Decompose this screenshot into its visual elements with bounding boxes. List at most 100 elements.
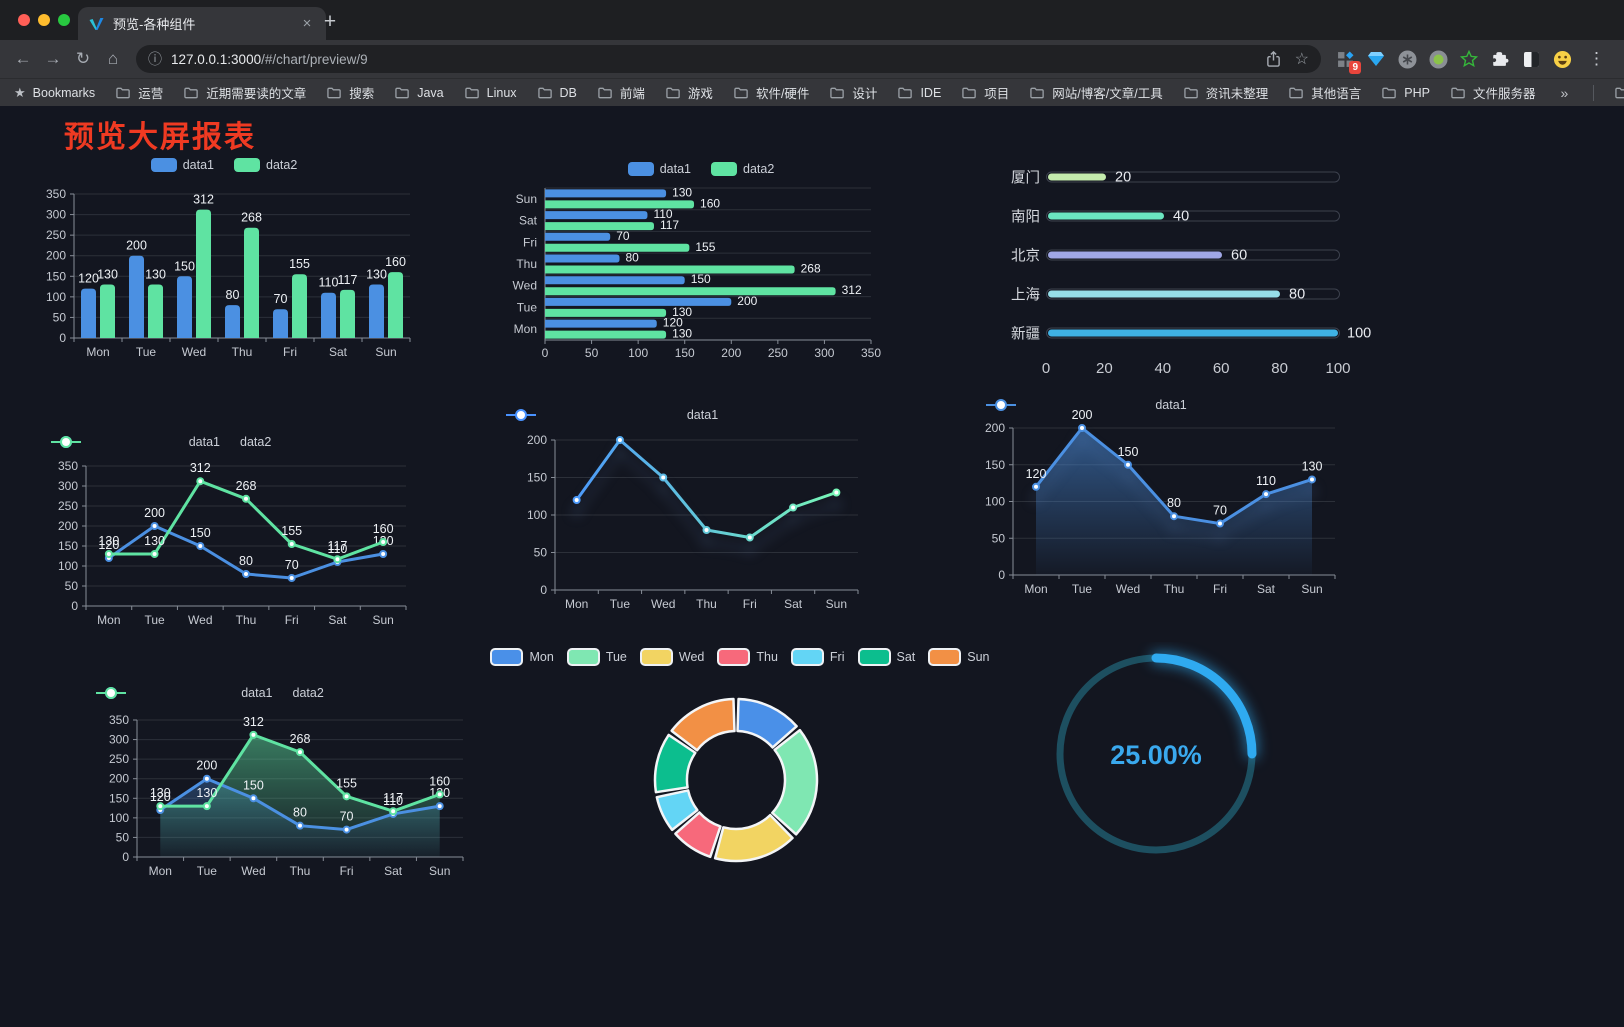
chart-gauge[interactable]: 25.00% bbox=[1040, 642, 1280, 877]
window-zoom-button[interactable] bbox=[58, 14, 70, 26]
puzzle-extensions-icon[interactable] bbox=[1490, 49, 1510, 69]
chart-canvas: 0 50 100 150 200 Mon Tue Wed Thu Fri Sat Sun 120 200 1… bbox=[985, 408, 1336, 596]
record-extension-icon[interactable] bbox=[1428, 49, 1448, 69]
bookmark-item[interactable]: 搜索 bbox=[327, 83, 374, 102]
bookmark-item[interactable]: Java bbox=[395, 86, 444, 100]
legend-item-data2[interactable]: data2 bbox=[234, 158, 297, 172]
legend-item-data2[interactable]: data2 bbox=[51, 435, 271, 449]
bookmark-item[interactable]: 软件/硬件 bbox=[734, 83, 809, 102]
legend-item-data1[interactable]: data1 bbox=[627, 162, 691, 176]
progress-axis: 0 20 40 60 80 100 bbox=[1042, 360, 1351, 380]
progress-track: 20 bbox=[1046, 169, 1340, 185]
legend-item-Mon[interactable]: Mon bbox=[490, 648, 554, 666]
svg-text:312: 312 bbox=[190, 461, 211, 475]
progress-label: 北京 bbox=[1011, 248, 1040, 265]
bookmark-item[interactable]: DB bbox=[537, 86, 577, 100]
axis-tick-label: 80 bbox=[1271, 360, 1288, 377]
other-bookmarks[interactable]: 其他书签 bbox=[1615, 83, 1624, 102]
share-icon[interactable] bbox=[1266, 50, 1281, 68]
chart-bar-horizontal[interactable]: 0 50 100 150 200 250 300 350 Sun 130 160 Sat 110 117 F… bbox=[505, 154, 897, 366]
browser-menu-icon[interactable]: ⋮ bbox=[1588, 49, 1605, 68]
chart-line-area-double[interactable]: 0 50 100 150 200 250 300 350 Mon Tue Wed Thu Fri Sat S… bbox=[95, 682, 470, 890]
legend-item-Tue[interactable]: Tue bbox=[566, 648, 627, 666]
bookmark-label: 运营 bbox=[138, 87, 164, 101]
legend-item-data1[interactable]: data1 bbox=[96, 686, 273, 700]
legend-swatch-icon bbox=[717, 648, 751, 666]
legend-item-data2[interactable]: data2 bbox=[711, 162, 774, 176]
legend-item-Thu[interactable]: Thu bbox=[717, 648, 778, 666]
forward-button[interactable]: → bbox=[44, 49, 62, 68]
window-minimize-button[interactable] bbox=[38, 14, 50, 26]
new-tab-button[interactable]: + bbox=[323, 10, 337, 33]
bookmark-star-icon[interactable]: ☆ bbox=[1294, 51, 1309, 68]
bookmark-item[interactable]: 运营 bbox=[116, 83, 163, 102]
green-star-extension-icon[interactable] bbox=[1459, 49, 1479, 69]
bookmark-item[interactable]: ★ Bookmarks bbox=[14, 85, 95, 101]
svg-text:Sun: Sun bbox=[372, 613, 393, 627]
bookmark-item[interactable]: 近期需要读的文章 bbox=[184, 83, 306, 102]
legend-label: data1 bbox=[1155, 398, 1187, 412]
site-info-icon[interactable]: ⓘ bbox=[148, 51, 162, 67]
dark-mode-extension-icon[interactable] bbox=[1521, 49, 1541, 69]
legend-item-data2[interactable]: data2 bbox=[96, 686, 324, 700]
legend-label: Tue bbox=[605, 650, 627, 664]
legend-label: Mon bbox=[529, 650, 554, 664]
bookmark-item[interactable]: PHP bbox=[1382, 86, 1430, 100]
svg-text:50: 50 bbox=[585, 346, 599, 360]
bookmarks-bar: ★ Bookmarks 运营 近期需要读的文章 搜索 Java Linux DB 前端 游戏 软件/… bbox=[0, 78, 1624, 106]
legend-item-Wed[interactable]: Wed bbox=[639, 648, 704, 666]
gem-extension-icon[interactable] bbox=[1366, 49, 1386, 69]
tab-close-icon[interactable]: × bbox=[302, 15, 312, 32]
folder-icon bbox=[327, 87, 341, 98]
legend-item-data1[interactable]: data1 bbox=[150, 158, 214, 172]
legend-item-Sun[interactable]: Sun bbox=[928, 648, 990, 666]
bookmark-item[interactable]: Linux bbox=[464, 86, 517, 100]
svg-text:100: 100 bbox=[628, 346, 648, 360]
legend-item-Sat[interactable]: Sat bbox=[857, 648, 915, 666]
svg-text:250: 250 bbox=[768, 346, 788, 360]
svg-text:Sun: Sun bbox=[429, 864, 450, 878]
svg-text:0: 0 bbox=[542, 346, 549, 360]
chart-donut[interactable]: Mon Tue Wed Thu Fri Sat Sun bbox=[490, 640, 990, 880]
svg-text:130: 130 bbox=[672, 185, 692, 199]
svg-text:268: 268 bbox=[236, 479, 257, 493]
bookmark-item[interactable]: 前端 bbox=[598, 83, 645, 102]
chart-line-basic[interactable]: 0 50 100 150 200 250 300 350 Mon Tue Wed Thu Fri Sat S… bbox=[50, 430, 410, 638]
svg-text:200: 200 bbox=[985, 421, 1005, 435]
legend-item-data1[interactable]: data1 bbox=[986, 398, 1187, 412]
home-button[interactable]: ⌂ bbox=[107, 49, 119, 68]
asterisk-extension-icon[interactable] bbox=[1397, 49, 1417, 69]
legend-item-Fri[interactable]: Fri bbox=[790, 648, 845, 666]
legend-item-data1[interactable]: data1 bbox=[506, 408, 718, 422]
chart-line-gradient[interactable]: 0 50 100 150 200 Mon Tue Wed Thu Fri Sat Sun data1 bbox=[505, 402, 900, 612]
address-bar[interactable]: ⓘ 127.0.0.1:3000/#/chart/preview/9 ☆ bbox=[136, 45, 1321, 73]
svg-text:120: 120 bbox=[663, 316, 683, 330]
window-close-button[interactable] bbox=[18, 14, 30, 26]
back-button[interactable]: ← bbox=[14, 49, 32, 68]
tab-manager-extension-icon[interactable]: 9 bbox=[1335, 49, 1361, 74]
bookmark-item[interactable]: 网站/博客/文章/工具 bbox=[1030, 83, 1163, 102]
browser-tab[interactable]: 预览-各种组件 × bbox=[78, 7, 326, 40]
bookmark-item[interactable]: 资讯未整理 bbox=[1184, 83, 1268, 102]
bookmarks-overflow-chevron[interactable]: » bbox=[1560, 84, 1569, 101]
chart-bar-vertical[interactable]: 0 50 100 150 200 250 300 350 Mon Tue Wed Thu Fri Sat S… bbox=[28, 150, 420, 368]
reload-button[interactable]: ↻ bbox=[75, 49, 91, 68]
legend-line-marker-icon bbox=[506, 409, 536, 421]
bookmark-item[interactable]: IDE bbox=[898, 86, 941, 100]
svg-text:200: 200 bbox=[126, 239, 147, 253]
svg-text:80: 80 bbox=[226, 288, 240, 302]
chart-progress[interactable]: 厦门 20 南阳 40 北京 60 上海 80 新疆 100 0 20 40 60 80 100 bbox=[1000, 160, 1371, 395]
bookmark-item[interactable]: 项目 bbox=[962, 83, 1009, 102]
svg-text:130: 130 bbox=[1302, 459, 1323, 473]
bookmark-item[interactable]: 文件服务器 bbox=[1451, 83, 1535, 102]
progress-row-南阳: 南阳 40 bbox=[1000, 205, 1360, 227]
bookmark-item[interactable]: 游戏 bbox=[666, 83, 713, 102]
emoji-extension-icon[interactable] bbox=[1552, 49, 1572, 69]
bookmark-item[interactable]: 设计 bbox=[830, 83, 877, 102]
bookmark-label: 网站/博客/文章/工具 bbox=[1052, 87, 1163, 101]
svg-text:130: 130 bbox=[144, 534, 165, 548]
chart-line-area[interactable]: 0 50 100 150 200 Mon Tue Wed Thu Fri Sat Sun 120 200 1… bbox=[985, 392, 1357, 600]
legend-item-data1[interactable]: data1 bbox=[51, 435, 220, 449]
bookmark-item[interactable]: 其他语言 bbox=[1289, 83, 1361, 102]
progress-row-厦门: 厦门 20 bbox=[1000, 166, 1360, 188]
